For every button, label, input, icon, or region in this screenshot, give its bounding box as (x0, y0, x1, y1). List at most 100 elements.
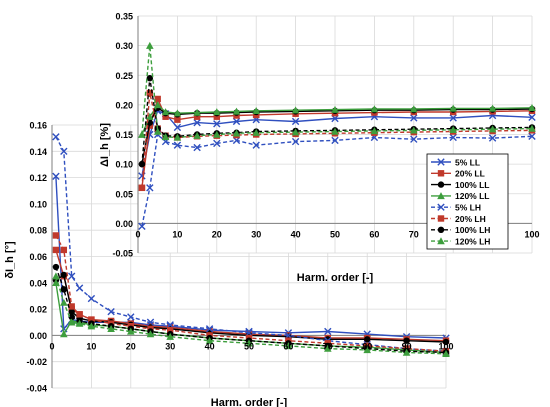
legend-box (426, 153, 509, 250)
phase-y-tick-label: 0.16 (29, 121, 47, 131)
phase-point-20pct-ll (52, 246, 60, 254)
magnitude-point-5pct-ll (291, 117, 300, 126)
magnitude-y-tick-label: 0.00 (115, 219, 133, 229)
phase-x-tick-label: 60 (283, 341, 293, 351)
magnitude-point-120pct-lh (449, 125, 457, 133)
phase-y-tick-label: 0.06 (29, 252, 47, 262)
phase-point-120pct-lh (60, 298, 68, 306)
phase-point-5pct-lh (75, 284, 84, 292)
phase-point-5pct-lh (60, 147, 68, 155)
legend-item-100pct-ll: 100% LL (431, 180, 490, 190)
magnitude-point-5pct-lh (193, 143, 201, 152)
phase-point-120pct-lh (245, 339, 253, 347)
magnitude-point-120pct-lh (370, 127, 379, 135)
legend-label: 120% LL (455, 191, 490, 201)
magnitude-point-120pct-lh (138, 130, 146, 138)
magnitude-point-5pct-ll (232, 117, 241, 126)
phase-x-tick-label: 80 (362, 341, 372, 351)
phase-x-tick-label: 70 (323, 341, 333, 351)
magnitude-x-tick-label: 20 (212, 229, 222, 239)
phase-y-tick-label: 0.12 (29, 173, 47, 183)
magnitude-point-120pct-ll (449, 104, 457, 112)
magnitude-y-tick-label: 0.10 (115, 160, 133, 170)
magnitude-point-5pct-lh (291, 137, 300, 146)
phase-point-120pct-lh (363, 346, 371, 354)
phase-point-5pct-lh (205, 325, 214, 333)
magnitude-line-20pct-lh (141, 92, 533, 188)
legend-marker (437, 192, 445, 200)
magnitude-point-20pct-ll (213, 113, 220, 120)
magnitude-point-20pct-ll (162, 113, 169, 120)
magnitude-point-5pct-lh (488, 134, 497, 142)
magnitude-point-5pct-lh (138, 222, 146, 231)
legend-marker (437, 226, 445, 233)
magnitude-line-5pct-lh (141, 133, 533, 227)
phase-line-20pct-ll (55, 249, 447, 342)
legend-item-120pct-ll: 120% LL (431, 191, 490, 201)
magnitude-gridlines (137, 15, 533, 254)
phase-y-tick-label: 0.08 (29, 226, 47, 236)
magnitude-point-5pct-ll (193, 118, 201, 127)
magnitude-line-5pct-ll (141, 109, 533, 177)
magnitude-point-120pct-lh (173, 133, 182, 141)
phase-point-120pct-lh (75, 319, 84, 327)
phase-x-tick-label: 30 (165, 341, 175, 351)
magnitude-point-120pct-lh (153, 127, 162, 135)
magnitude-y-tick-label: -0.05 (112, 249, 133, 259)
phase-point-20pct-lh (60, 246, 68, 254)
magnitude-y-tick-label: 0.05 (115, 189, 133, 199)
phase-y-tick-label: 0.00 (29, 331, 47, 341)
magnitude-line-120pct-ll (141, 103, 533, 135)
phase-point-100pct-lh (52, 263, 60, 271)
magnitude-point-20pct-ll (174, 116, 181, 123)
phase-point-120pct-lh (284, 342, 293, 350)
phase-point-100pct-ll (364, 336, 371, 343)
phase-x-tick-label: 10 (86, 341, 96, 351)
phase-x-tick-label: 90 (402, 341, 412, 351)
magnitude-point-120pct-ll (161, 108, 170, 116)
phase-point-5pct-lh (127, 313, 135, 321)
magnitude-point-20pct-lh (146, 89, 154, 97)
phase-point-120pct-lh (67, 318, 76, 326)
magnitude-point-5pct-lh (410, 135, 418, 143)
magnitude-point-120pct-ll (331, 105, 339, 113)
magnitude-point-5pct-lh (449, 133, 457, 142)
magnitude-x-tick-label: 100 (524, 229, 539, 239)
phase-y-tick-label: 0.04 (29, 278, 47, 288)
magnitude-series-group (138, 41, 536, 231)
phase-point-120pct-lh (107, 325, 115, 333)
magnitude-series-5pct-lh (138, 130, 536, 231)
legend-label: 5% LL (455, 157, 480, 167)
phase-tick-labels: -0.04 -0.02 0.00 0.02 0.04 0.06 0.08 0.10 0.12 0.… (26, 121, 453, 394)
legend-label: 100% LL (455, 180, 490, 190)
magnitude-point-120pct-ll (193, 108, 201, 116)
magnitude-chart: -0.05 0.00 0.05 0.10 0.15 0.20 0.25 0.30 0.35 0 10… (99, 12, 540, 285)
magnitude-line-100pct-lh (141, 78, 533, 165)
phase-point-5pct-lh (87, 294, 96, 303)
phase-point-120pct-lh (52, 272, 60, 280)
magnitude-point-120pct-lh (252, 128, 260, 136)
phase-line-120pct-ll (55, 282, 447, 354)
phase-point-5pct-lh (107, 308, 115, 316)
magnitude-x-tick-label: 0 (135, 229, 140, 239)
phase-series-100pct-lh (52, 263, 450, 356)
legend-marker (437, 170, 445, 177)
magnitude-point-20pct-lh (138, 184, 146, 192)
magnitude-point-120pct-ll (232, 107, 241, 115)
phase-line-100pct-ll (55, 273, 447, 343)
magnitude-line-100pct-ll (141, 106, 533, 165)
magnitude-point-120pct-lh (410, 126, 418, 134)
legend-item-120pct-lh: 120% LH (431, 236, 490, 246)
phase-point-120pct-lh (166, 332, 174, 340)
phase-series-120pct-lh (52, 272, 450, 358)
phase-y-tick-label: 0.10 (29, 199, 47, 209)
phase-point-20pct-lh (52, 232, 60, 239)
magnitude-series-120pct-ll (138, 101, 536, 138)
magnitude-y-tick-label: 0.15 (115, 130, 133, 140)
phase-series-group (52, 133, 450, 358)
magnitude-point-120pct-ll (252, 107, 260, 114)
phase-x-axis-label: Harm. order [-] (211, 397, 288, 407)
